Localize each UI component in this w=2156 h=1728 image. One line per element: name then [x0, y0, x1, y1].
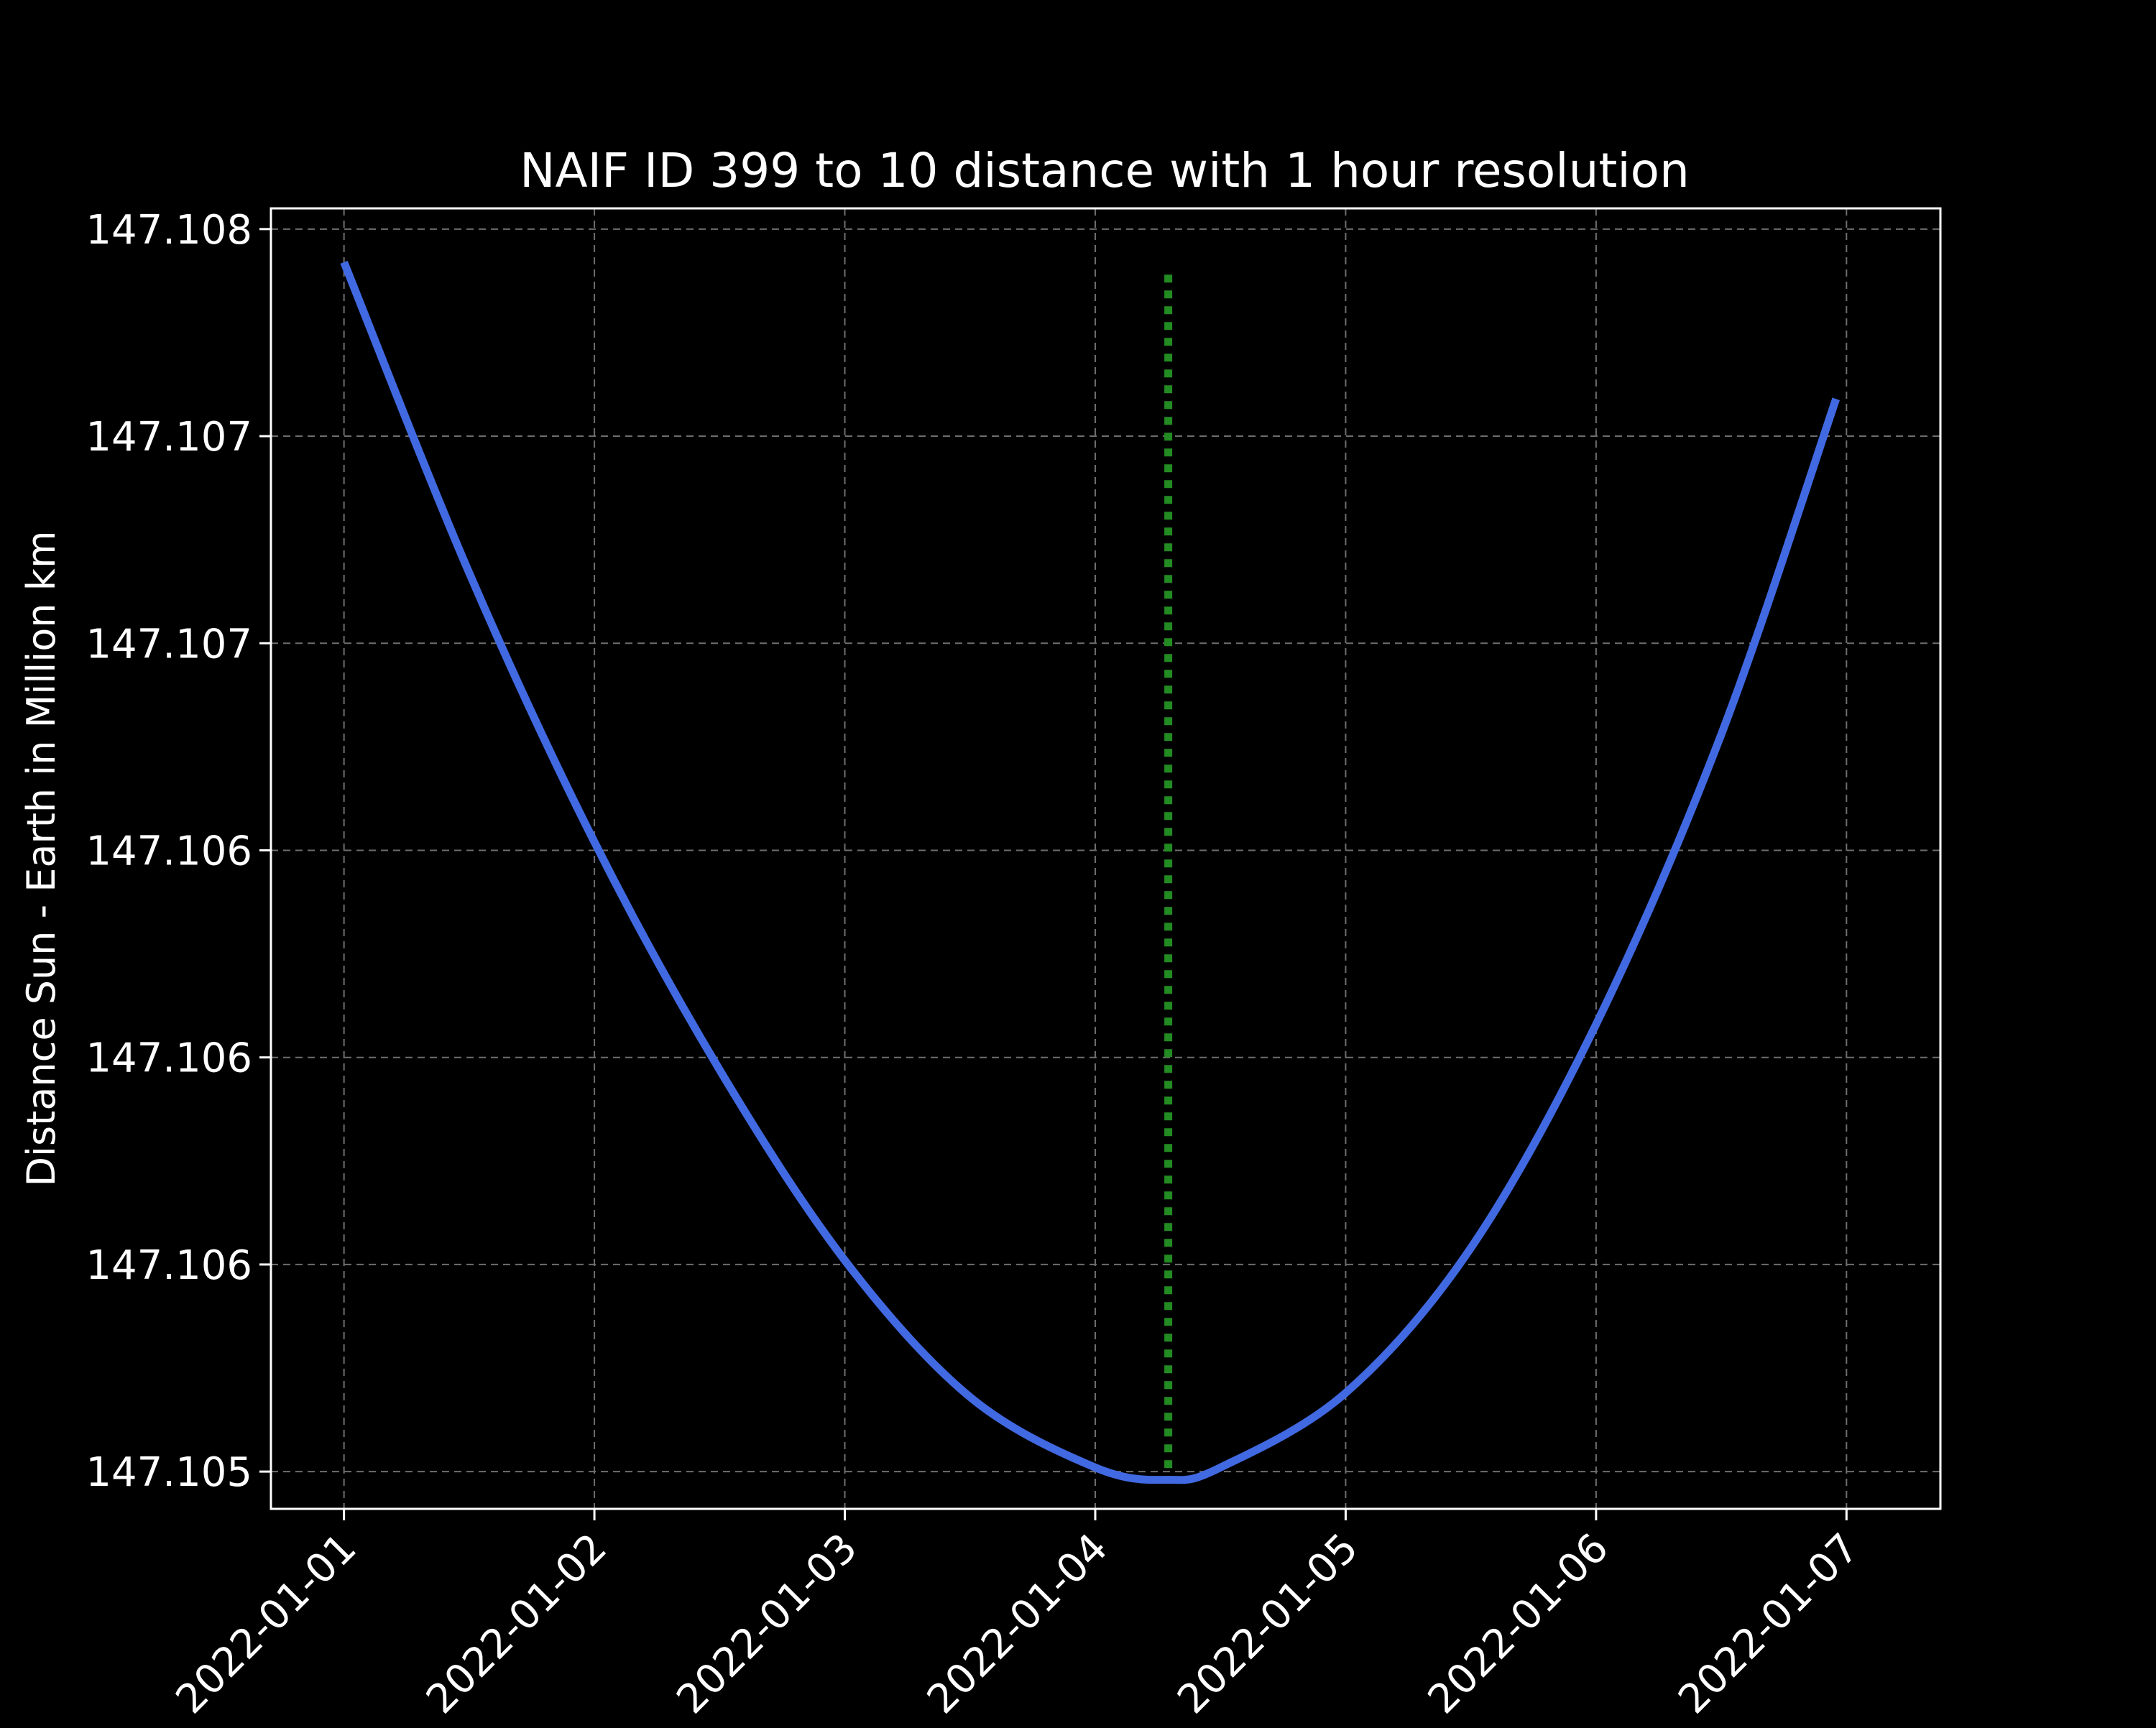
distance-series-line: [340, 260, 1841, 1484]
y-tick-label: 147.106: [86, 828, 252, 874]
y-tick-label: 147.106: [86, 1035, 252, 1082]
y-tick-label: 147.105: [86, 1449, 252, 1496]
y-tick-label: 147.108: [86, 207, 252, 254]
y-axis-label: Distance Sun - Earth in Million km: [19, 530, 64, 1186]
y-tick-label: 147.106: [86, 1242, 252, 1289]
y-tick-label: 147.107: [86, 414, 252, 461]
chart-title: NAIF ID 399 to 10 distance with 1 hour r…: [520, 143, 1690, 198]
series-layer: [340, 260, 1841, 1484]
y-tick-label: 147.107: [86, 621, 252, 667]
plot-area-frame: [270, 207, 1942, 1510]
